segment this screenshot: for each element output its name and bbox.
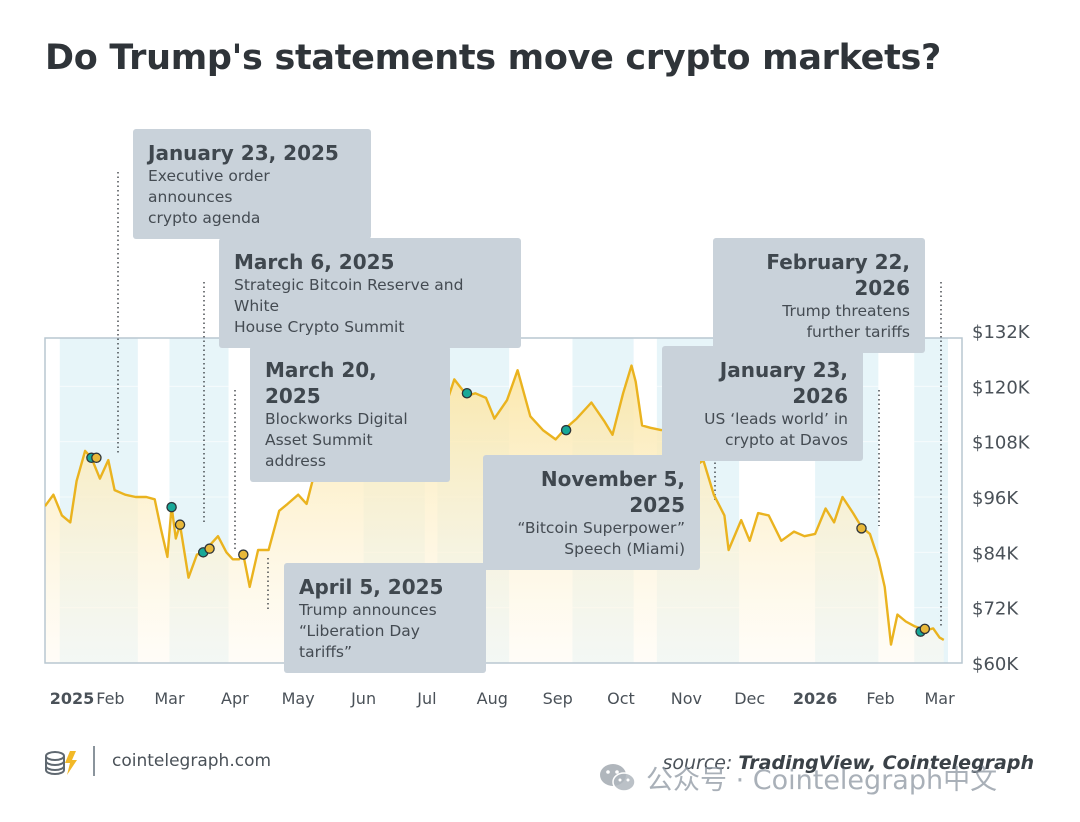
x-tick-label: 2026 [793, 689, 838, 708]
annotation-callout: January 23, 2026 US ‘leads world’ in cryp… [662, 346, 863, 461]
x-tick-label: Feb [96, 689, 124, 708]
annotation-text: Strategic Bitcoin Reserve and White Hous… [234, 276, 464, 336]
event-marker-gold [856, 523, 867, 534]
y-axis-labels: $60K $72K $84K $96K $108K $120K $132K [972, 322, 1031, 675]
y-tick-label: $108K [972, 433, 1031, 454]
y-tick-label: $84K [972, 543, 1019, 564]
annotation-date: March 6, 2025 [234, 250, 395, 274]
y-tick-label: $72K [972, 599, 1019, 620]
x-tick-label: May [282, 689, 315, 708]
chart-title: Do Trump's statements move crypto market… [45, 38, 942, 78]
highlight-band-7 [914, 338, 948, 663]
event-marker-gold [204, 543, 215, 554]
annotation-callout: March 20, 2025 Blockworks Digital Asset S… [250, 346, 450, 482]
event-marker-gold [238, 549, 249, 560]
annotation-text: “Bitcoin Superpower” Speech (Miami) [517, 519, 685, 558]
price-line [45, 364, 945, 646]
x-tick-label: Jun [350, 689, 376, 708]
annotation-date: February 22, 2026 [766, 250, 910, 300]
annotation-callout: November 5, 2025 “Bitcoin Superpower” Spe… [483, 455, 700, 570]
event-marker-teal [560, 424, 572, 436]
x-tick-label: Oct [607, 689, 635, 708]
x-tick-label: Aug [477, 689, 508, 708]
x-tick-label: 2025 [50, 689, 95, 708]
x-tick-label: Dec [734, 689, 765, 708]
annotation-date: January 23, 2026 [719, 358, 848, 408]
annotation-date: March 20, 2025 [265, 358, 377, 408]
annotation-text: US ‘leads world’ in crypto at Davos [704, 410, 848, 449]
event-marker-teal [166, 501, 177, 513]
source-note: source: TradingView, Cointelegraph [662, 752, 1034, 774]
wechat-icon [600, 763, 636, 792]
annotation-callout: March 6, 2025 Strategic Bitcoin Reserve a… [219, 238, 521, 348]
y-tick-label: $96K [972, 488, 1019, 509]
annotation-callout: February 22, 2026 Trump threatens further… [713, 238, 925, 353]
annotation-callout: January 23, 2025 Executive order announce… [133, 129, 371, 239]
watermark: 公众号 · Cointelegraph中文 [598, 758, 997, 797]
annotation-date: April 5, 2025 [299, 575, 444, 599]
x-tick-label: Mar [154, 689, 185, 708]
x-tick-label: Apr [221, 689, 249, 708]
annotation-leaders [117, 172, 942, 628]
x-tick-label: Jul [416, 689, 436, 708]
annotation-callout: April 5, 2025 Trump announces “Liberation… [284, 563, 486, 673]
annotation-date: November 5, 2025 [540, 467, 685, 517]
y-tick-label: $120K [972, 377, 1031, 398]
annotation-date: January 23, 2025 [148, 141, 339, 165]
event-marker-gold [91, 452, 102, 464]
footer-separator [93, 746, 95, 776]
y-tick-label: $132K [972, 322, 1031, 343]
event-marker-teal [461, 387, 473, 399]
source-label: source: [662, 752, 733, 774]
x-tick-label: Nov [671, 689, 702, 708]
watermark-text: 公众号 · Cointelegraph中文 [646, 765, 998, 796]
event-marker-gold [174, 519, 186, 530]
annotation-text: Trump announces “Liberation Day tariffs” [299, 601, 437, 661]
footer-site: cointelegraph.com [112, 751, 272, 771]
cointelegraph-logo-icon [45, 751, 77, 775]
x-tick-label: Sep [543, 689, 573, 708]
x-tick-label: Feb [866, 689, 894, 708]
annotation-text: Executive order announces crypto agenda [148, 167, 270, 227]
source-value: TradingView, Cointelegraph [738, 752, 1034, 774]
x-axis-labels: 2025 Feb Mar Apr May Jun Jul Aug Sep Oct Nov Dec 202… [50, 689, 955, 708]
annotation-text: Blockworks Digital Asset Summit address [265, 410, 408, 470]
y-tick-label: $60K [972, 654, 1019, 675]
x-tick-label: Mar [924, 689, 955, 708]
annotation-text: Trump threatens further tariffs [782, 302, 910, 341]
event-marker-gold [919, 623, 931, 635]
